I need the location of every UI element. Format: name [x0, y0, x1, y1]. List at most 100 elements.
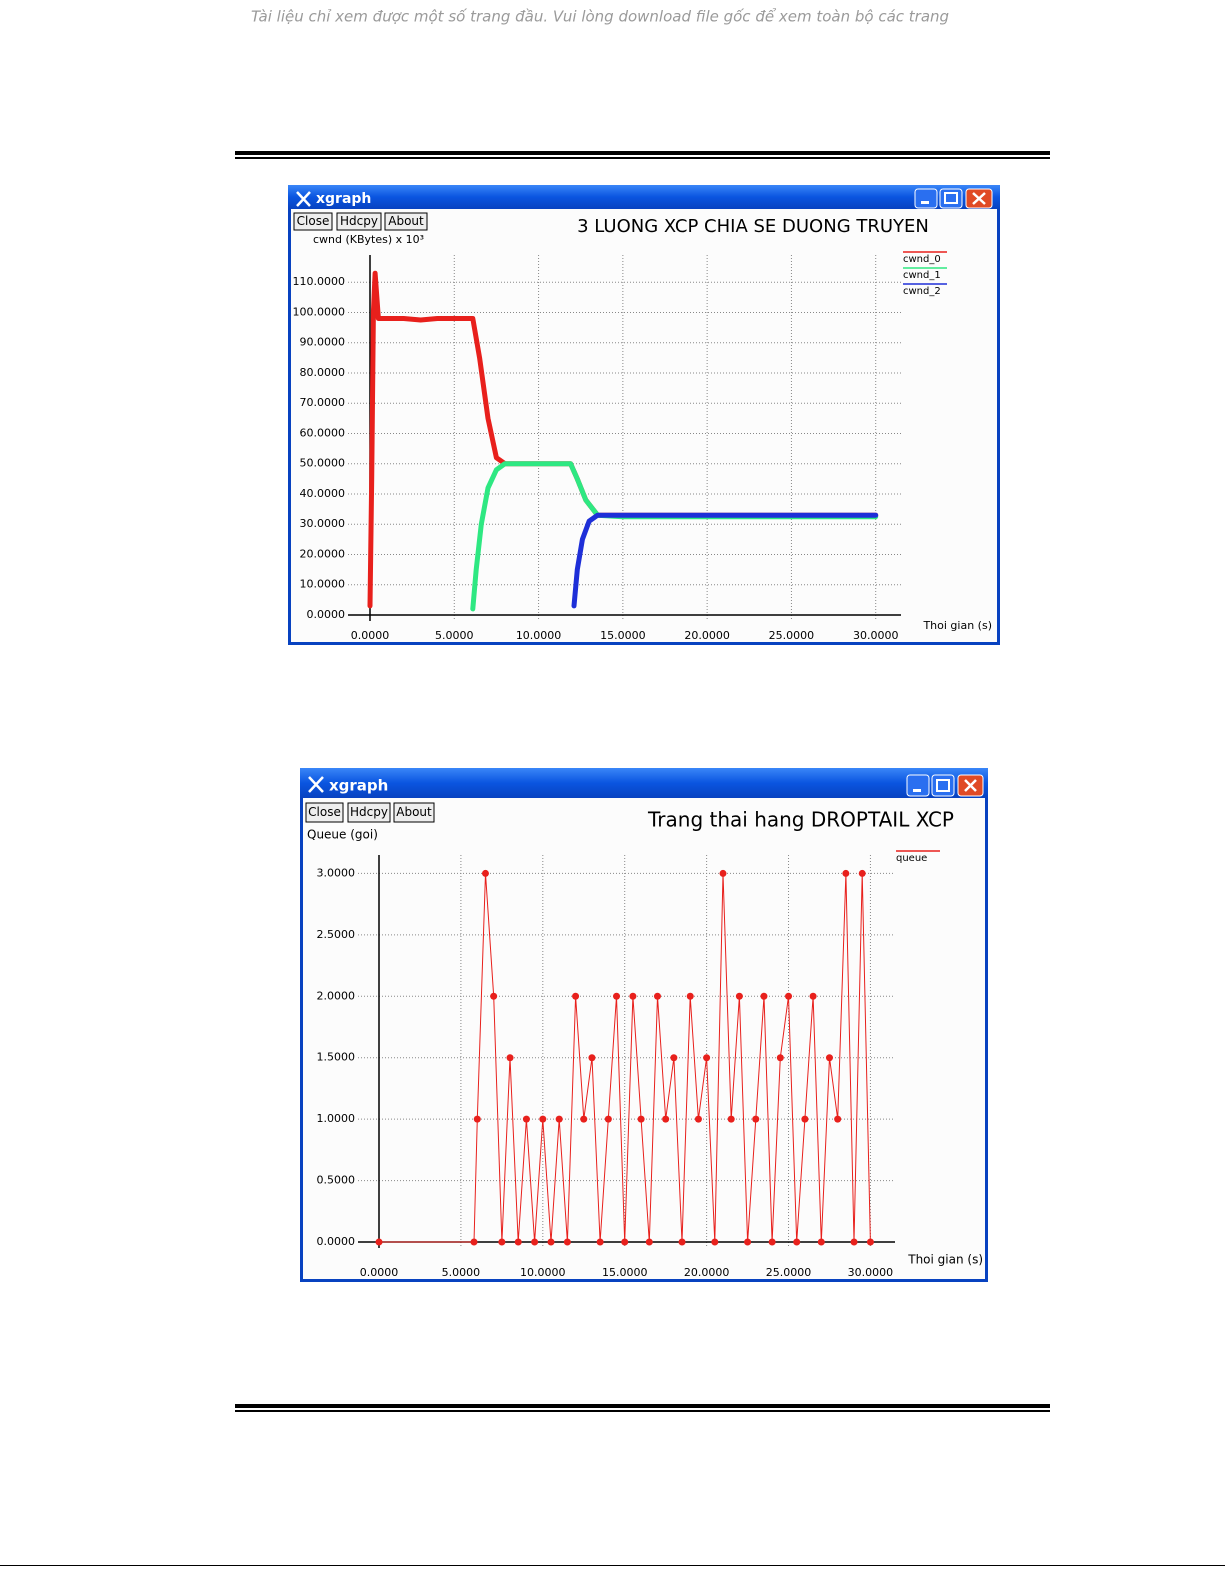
y-tick-label: 40.0000	[300, 487, 346, 500]
data-point	[842, 869, 850, 877]
data-point	[547, 1238, 555, 1246]
data-point	[776, 1054, 784, 1062]
data-point	[793, 1238, 801, 1246]
x-tick-label: 20.0000	[684, 1266, 730, 1279]
rule	[235, 151, 1050, 155]
y-tick-label: 1.5000	[317, 1051, 356, 1064]
button-label[interactable]: Close	[308, 805, 341, 819]
data-point	[694, 1115, 702, 1123]
maximize-button[interactable]	[939, 188, 963, 209]
y-tick-label: 110.0000	[293, 275, 346, 288]
window: xgraph Close Hdcpy About 3 LUONG XCP CHI…	[288, 185, 1000, 645]
x-tick-label: 10.0000	[520, 1266, 566, 1279]
y-tick-label: 50.0000	[300, 457, 346, 470]
y-tick-label: 0.0000	[307, 608, 346, 621]
data-point	[498, 1238, 506, 1246]
data-point	[850, 1238, 858, 1246]
y-tick-label: 80.0000	[300, 366, 346, 379]
data-point	[514, 1238, 522, 1246]
button-label[interactable]: About	[388, 214, 424, 228]
button[interactable]: About	[384, 212, 428, 231]
y-axis-label: cwnd (KBytes) x 10³	[313, 233, 424, 246]
data-point	[662, 1115, 670, 1123]
x-tick-label: 30.0000	[853, 629, 899, 642]
button-label[interactable]: Close	[297, 214, 330, 228]
data-point	[801, 1115, 809, 1123]
data-point	[522, 1115, 530, 1123]
data-point	[621, 1238, 629, 1246]
data-point	[834, 1115, 842, 1123]
rule	[0, 1565, 1225, 1566]
data-point	[711, 1238, 719, 1246]
x-tick-label: 20.0000	[684, 629, 730, 642]
data-point	[670, 1054, 678, 1062]
data-point	[580, 1115, 588, 1123]
x-tick-label: 0.0000	[360, 1266, 399, 1279]
series-line	[571, 512, 879, 609]
y-tick-label: 1.0000	[317, 1112, 356, 1125]
chart-title: 3 LUONG XCP CHIA SE DUONG TRUYEN	[577, 216, 929, 237]
data-point	[703, 1054, 711, 1062]
data-point	[752, 1115, 760, 1123]
x-tick-label: 5.0000	[442, 1266, 481, 1279]
window-title: xgraph	[329, 777, 388, 795]
data-point	[613, 992, 621, 1000]
x-tick-label: 15.0000	[602, 1266, 648, 1279]
button[interactable]: About	[393, 802, 435, 823]
data-point	[473, 1115, 481, 1123]
y-tick-label: 2.0000	[317, 989, 356, 1002]
data-point	[604, 1115, 612, 1123]
data-point	[809, 992, 817, 1000]
data-point	[785, 992, 793, 1000]
data-point	[531, 1238, 539, 1246]
data-point	[817, 1238, 825, 1246]
data-point	[645, 1238, 653, 1246]
y-tick-label: 10.0000	[300, 578, 346, 591]
data-point	[735, 992, 743, 1000]
button-label[interactable]: About	[396, 805, 432, 819]
data-point	[596, 1238, 604, 1246]
x-axis-label: Thoi gian (s)	[922, 619, 992, 632]
maximize-button[interactable]	[931, 774, 955, 797]
data-point	[686, 992, 694, 1000]
rule	[235, 157, 1050, 159]
notice: Tài liệu chỉ xem được một số trang đầu. …	[251, 8, 949, 26]
y-axis-label: Queue (goi)	[307, 828, 378, 842]
y-tick-label: 30.0000	[300, 517, 346, 530]
data-point	[727, 1115, 735, 1123]
y-tick-label: 0.5000	[317, 1174, 356, 1187]
x-tick-label: 30.0000	[848, 1266, 894, 1279]
data-point	[506, 1054, 514, 1062]
data-point	[744, 1238, 752, 1246]
rule	[235, 1410, 1050, 1412]
window-title: xgraph	[316, 191, 371, 207]
y-tick-label: 3.0000	[317, 866, 356, 879]
data-point	[555, 1115, 563, 1123]
chart-title: Trang thai hang DROPTAIL XCP	[647, 808, 954, 832]
x-tick-label: 15.0000	[600, 629, 646, 642]
button-label[interactable]: Hdcpy	[340, 214, 378, 228]
x-tick-label: 5.0000	[435, 629, 474, 642]
button[interactable]: Hdcpy	[336, 212, 382, 231]
minimize-button[interactable]	[914, 188, 938, 209]
data-point	[858, 869, 866, 877]
data-point	[572, 992, 580, 1000]
legend-label: cwnd_1	[903, 270, 941, 281]
data-point	[637, 1115, 645, 1123]
minimize-button[interactable]	[906, 774, 930, 797]
data-point	[653, 992, 661, 1000]
window: xgraph Close Hdcpy About Trang thai hang…	[300, 768, 988, 1282]
x-axis-label: Thoi gian (s)	[907, 1253, 983, 1267]
button[interactable]: Hdcpy	[347, 802, 391, 823]
button-label[interactable]: Hdcpy	[350, 805, 388, 819]
button[interactable]: Close	[305, 802, 344, 823]
rule	[235, 1404, 1050, 1408]
legend-label: queue	[896, 853, 927, 864]
data-point	[470, 1238, 478, 1246]
data-point	[866, 1238, 874, 1246]
legend-label: cwnd_0	[903, 254, 941, 265]
button[interactable]: Close	[293, 212, 333, 231]
data-point	[375, 1238, 383, 1246]
x-tick-label: 10.0000	[516, 629, 562, 642]
y-tick-label: 100.0000	[293, 305, 346, 318]
